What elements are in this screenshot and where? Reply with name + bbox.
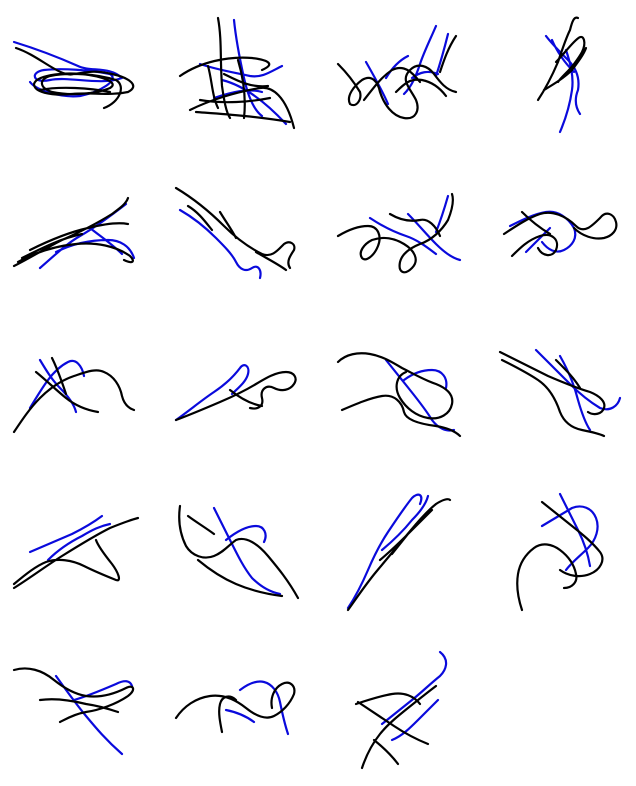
figure-background: [0, 0, 636, 786]
scribble-grid-figure: [0, 0, 636, 786]
